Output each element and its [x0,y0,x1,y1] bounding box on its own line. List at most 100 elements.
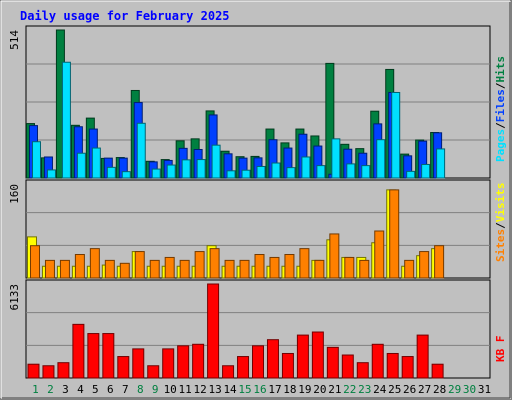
x-label-day-11: 11 [179,383,192,396]
bar-kb-f-day-13 [207,283,220,379]
x-label-day-19: 19 [298,383,311,396]
x-label-day-18: 18 [283,383,296,396]
x-label-day-27: 27 [418,383,431,396]
bar-kb-f-day-18 [281,352,294,379]
bar-pages-day-10 [166,164,176,179]
bar-pages-day-6 [106,166,116,179]
legend-item: / [494,222,507,229]
bar-kb-f-day-24 [371,343,384,379]
x-label-day-31: 31 [478,383,491,396]
legend-kbytes: KB F [494,336,507,363]
x-label-day-30: 30 [463,383,476,396]
bar-sites-day-19 [299,248,310,279]
bar-kb-f-day-23 [356,362,369,379]
scale-max-label: 514 [8,30,21,50]
legend-item: / [494,82,507,89]
bar-pages-day-25 [391,91,401,179]
x-label-day-4: 4 [77,383,84,396]
bar-sites-day-9 [149,259,160,279]
bar-kb-f-day-28 [431,363,444,379]
bar-sites-day-4 [74,254,85,279]
bar-sites-day-10 [164,256,175,279]
x-label-day-23: 23 [358,383,371,396]
x-label-day-6: 6 [107,383,114,396]
x-label-day-26: 26 [403,383,416,396]
bar-sites-day-12 [194,251,205,279]
x-label-day-1: 1 [32,383,39,396]
bar-pages-day-23 [361,165,371,179]
bar-pages-day-14 [226,170,236,179]
bar-pages-day-15 [241,169,251,179]
bar-pages-day-3 [61,61,71,179]
legend-item: / [494,122,507,129]
bar-sites-day-15 [239,259,250,279]
bar-sites-day-11 [179,259,190,279]
bar-kb-f-day-16 [252,345,264,379]
bar-pages-day-11 [181,159,191,179]
x-axis-labels: 1 2 3 4 5 6 7 8 9 10 11 12 13 14 15 16 17 18 19 20 21 22 23 24 2… [32,383,491,396]
bar-pages-day-26 [406,170,416,179]
bar-pages-day-19 [301,156,311,179]
x-label-day-22: 22 [343,383,356,396]
chart-panels: 514Pages/Files/Hits160Sites/Visits6133KB… [8,25,507,379]
bar-pages-day-7 [121,171,131,179]
bar-kb-f-day-21 [326,346,339,379]
bar-kb-f-day-3 [57,362,70,379]
x-label-day-5: 5 [92,383,99,396]
bar-kb-f-day-26 [401,356,414,379]
bar-pages-day-4 [76,152,86,179]
legend-item: Sites [494,229,507,262]
x-label-day-21: 21 [328,383,341,396]
bar-kb-f-day-17 [266,339,279,379]
x-label-day-14: 14 [223,383,237,396]
bar-sites-day-1 [29,245,40,279]
bar-pages-day-16 [256,165,266,179]
x-label-day-29: 29 [448,383,461,396]
bar-pages-day-12 [196,159,206,179]
x-label-day-2: 2 [47,383,54,396]
x-label-day-7: 7 [122,383,129,396]
x-label-day-12: 12 [194,383,207,396]
bar-kb-f-day-14 [222,365,235,379]
bar-sites-day-20 [314,259,325,279]
bar-kb-f-day-27 [416,334,429,379]
bar-kb-f-day-20 [311,331,324,379]
bar-pages-day-2 [46,169,56,179]
bar-pages-day-8 [136,122,146,179]
bar-kb-f-day-7 [117,356,130,379]
bar-sites-day-27 [419,251,430,279]
bar-kb-f-day-22 [341,354,354,379]
bar-sites-day-13 [209,248,220,279]
bar-pages-day-1 [31,141,41,179]
bar-pages-day-18 [286,167,296,179]
bar-sites-day-2 [44,259,55,279]
legend-item: Visits [494,183,507,223]
x-label-day-25: 25 [388,383,401,396]
legend-item: KB F [494,336,507,363]
bar-sites-day-16 [254,254,265,279]
bar-sites-day-8 [134,251,145,279]
bar-pages-day-21 [331,138,341,179]
x-label-day-13: 13 [208,383,221,396]
bar-pages-day-22 [346,163,356,179]
bar-pages-day-13 [211,144,221,179]
bar-kb-f-day-9 [147,365,160,379]
bar-sites-day-17 [269,256,280,279]
bar-sites-day-23 [359,259,370,279]
bar-pages-day-20 [316,165,326,179]
scale-max-label: 160 [8,184,21,204]
bar-kb-f-day-19 [296,334,309,379]
bar-kb-f-day-4 [72,323,85,379]
bar-sites-day-28 [434,245,445,279]
bar-pages-day-5 [91,147,101,179]
bar-kb-f-day-15 [237,356,250,379]
legend-item: Files [494,89,507,122]
bar-sites-day-7 [119,262,130,279]
panel-kbytes: 6133 KB F [8,279,507,379]
bar-sites-day-6 [104,259,115,279]
x-label-day-15: 15 [238,383,251,396]
x-label-day-17: 17 [268,383,281,396]
